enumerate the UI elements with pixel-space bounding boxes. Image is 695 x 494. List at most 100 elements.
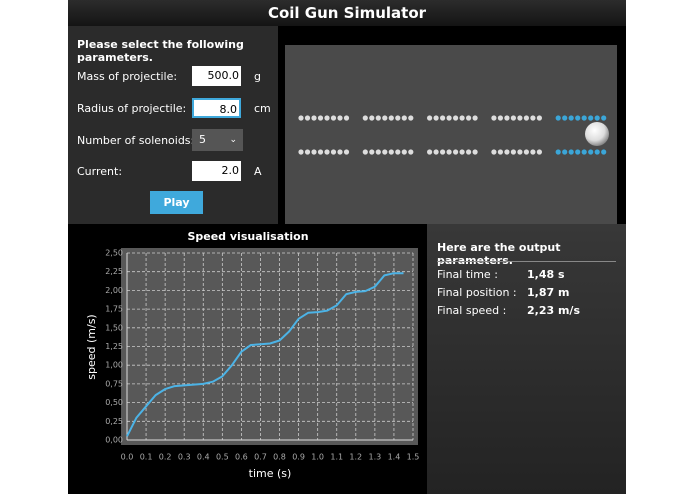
coil-wire (395, 149, 401, 155)
y-tick-label: 0,00 (105, 436, 123, 445)
coil-wire (568, 115, 574, 121)
coil-wire (562, 115, 568, 121)
simulation-view (285, 45, 617, 224)
coil-wire (330, 115, 337, 121)
coil-wire (581, 149, 587, 155)
x-tick-label: 0.2 (159, 453, 172, 462)
current-input[interactable]: 2.0 (192, 161, 241, 181)
coil-wire (575, 149, 581, 155)
coil-wire (408, 149, 414, 155)
output-value: 1,87 m (527, 286, 570, 299)
coil-wire (317, 149, 324, 155)
coil-wire (324, 115, 330, 121)
coil-wire (555, 149, 561, 155)
x-tick-label: 1.4 (388, 453, 401, 462)
coil-wire (555, 115, 561, 121)
coil-wire (601, 115, 607, 121)
coil-wire (562, 149, 568, 155)
coil-wire (536, 115, 542, 121)
coil-wire (311, 115, 317, 121)
y-tick-label: 1,50 (105, 323, 123, 332)
x-tick-label: 0.5 (216, 453, 229, 462)
coil-wire (504, 115, 510, 121)
unit: A (254, 165, 262, 178)
output-value: 1,48 s (527, 268, 565, 281)
coil-wire (453, 149, 459, 155)
coil-wire (433, 149, 439, 155)
coil-wire (427, 149, 433, 155)
coil-wire (581, 115, 587, 121)
output-value: 2,23 m/s (527, 304, 580, 317)
coil-wire (382, 149, 388, 155)
parameters-heading: Please select the following parameters. (77, 38, 244, 64)
coil-wire (337, 115, 343, 121)
coil-wire (330, 149, 337, 155)
coil-wire (304, 115, 311, 121)
coil-wire (568, 149, 574, 155)
x-tick-label: 1.2 (349, 453, 362, 462)
coil-wire (408, 115, 414, 121)
x-tick-label: 1.0 (311, 453, 324, 462)
coil-wire (594, 149, 600, 155)
speed-line (126, 272, 404, 437)
y-tick-label: 2,25 (105, 267, 123, 276)
separator (437, 261, 616, 262)
coil-wire (472, 149, 478, 155)
y-tick-label: 1,75 (105, 305, 123, 314)
mass-input[interactable]: 500.0 (192, 66, 241, 86)
coil-wire (388, 149, 394, 155)
coil-wire (504, 149, 510, 155)
coil-wire (491, 149, 497, 155)
coil-wire (433, 115, 439, 121)
coil-wire (523, 115, 529, 121)
coil-wire (588, 149, 594, 155)
x-tick-label: 0.7 (254, 453, 267, 462)
coil-wire (601, 149, 607, 155)
coil-wire (343, 115, 350, 121)
coil-wire (459, 115, 465, 121)
coil-wire (337, 149, 343, 155)
coil-wire (472, 115, 478, 121)
x-tick-label: 0.6 (235, 453, 248, 462)
chevron: ⌄ (229, 135, 237, 145)
window-title: Coil Gun Simulator (68, 0, 626, 26)
coil-wire (317, 115, 324, 121)
output-heading: Here are the output parameters. (437, 241, 561, 267)
coil-wire (388, 115, 394, 121)
coil-wire (401, 115, 407, 121)
coil-wire (440, 149, 446, 155)
coil-wire (362, 149, 368, 155)
coil-wire (453, 115, 459, 121)
x-tick-label: 0.1 (140, 453, 153, 462)
coil-wire (440, 115, 446, 121)
coil-wire (497, 149, 503, 155)
chart-title: Speed visualisation (187, 230, 308, 243)
y-tick-label: 1,25 (105, 342, 123, 351)
x-tick-label: 0.9 (292, 453, 305, 462)
coil-wire (536, 149, 542, 155)
coil-wire (517, 115, 523, 121)
coil-wire (304, 149, 311, 155)
output-panel: Here are the output parameters. Final ti… (427, 224, 626, 494)
output-label: Final speed : (437, 304, 507, 317)
play-button[interactable]: Play (150, 191, 203, 214)
coil-wire (497, 115, 503, 121)
field-label: Number of solenoids: (77, 134, 195, 147)
chart: Speed visualisation time (s) speed (m/s)… (85, 230, 419, 480)
field-label: Mass of projectile: (77, 70, 178, 83)
coil-wire (298, 149, 304, 155)
unit: g (254, 70, 261, 83)
coil-wire (530, 115, 536, 121)
y-tick-label: 0,25 (105, 417, 123, 426)
y-tick-label: 1,00 (105, 361, 123, 370)
field-label: Radius of projectile: (77, 102, 187, 115)
coil-wire (446, 149, 452, 155)
output-label: Final time : (437, 268, 498, 281)
solenoids-combo[interactable]: 5 ⌄ (192, 129, 243, 151)
radius-input[interactable]: 8.0 (192, 98, 241, 118)
coil-wire (324, 149, 330, 155)
coil-wire (446, 115, 452, 121)
coil-wire (530, 149, 536, 155)
y-tick-label: 0,75 (105, 379, 123, 388)
